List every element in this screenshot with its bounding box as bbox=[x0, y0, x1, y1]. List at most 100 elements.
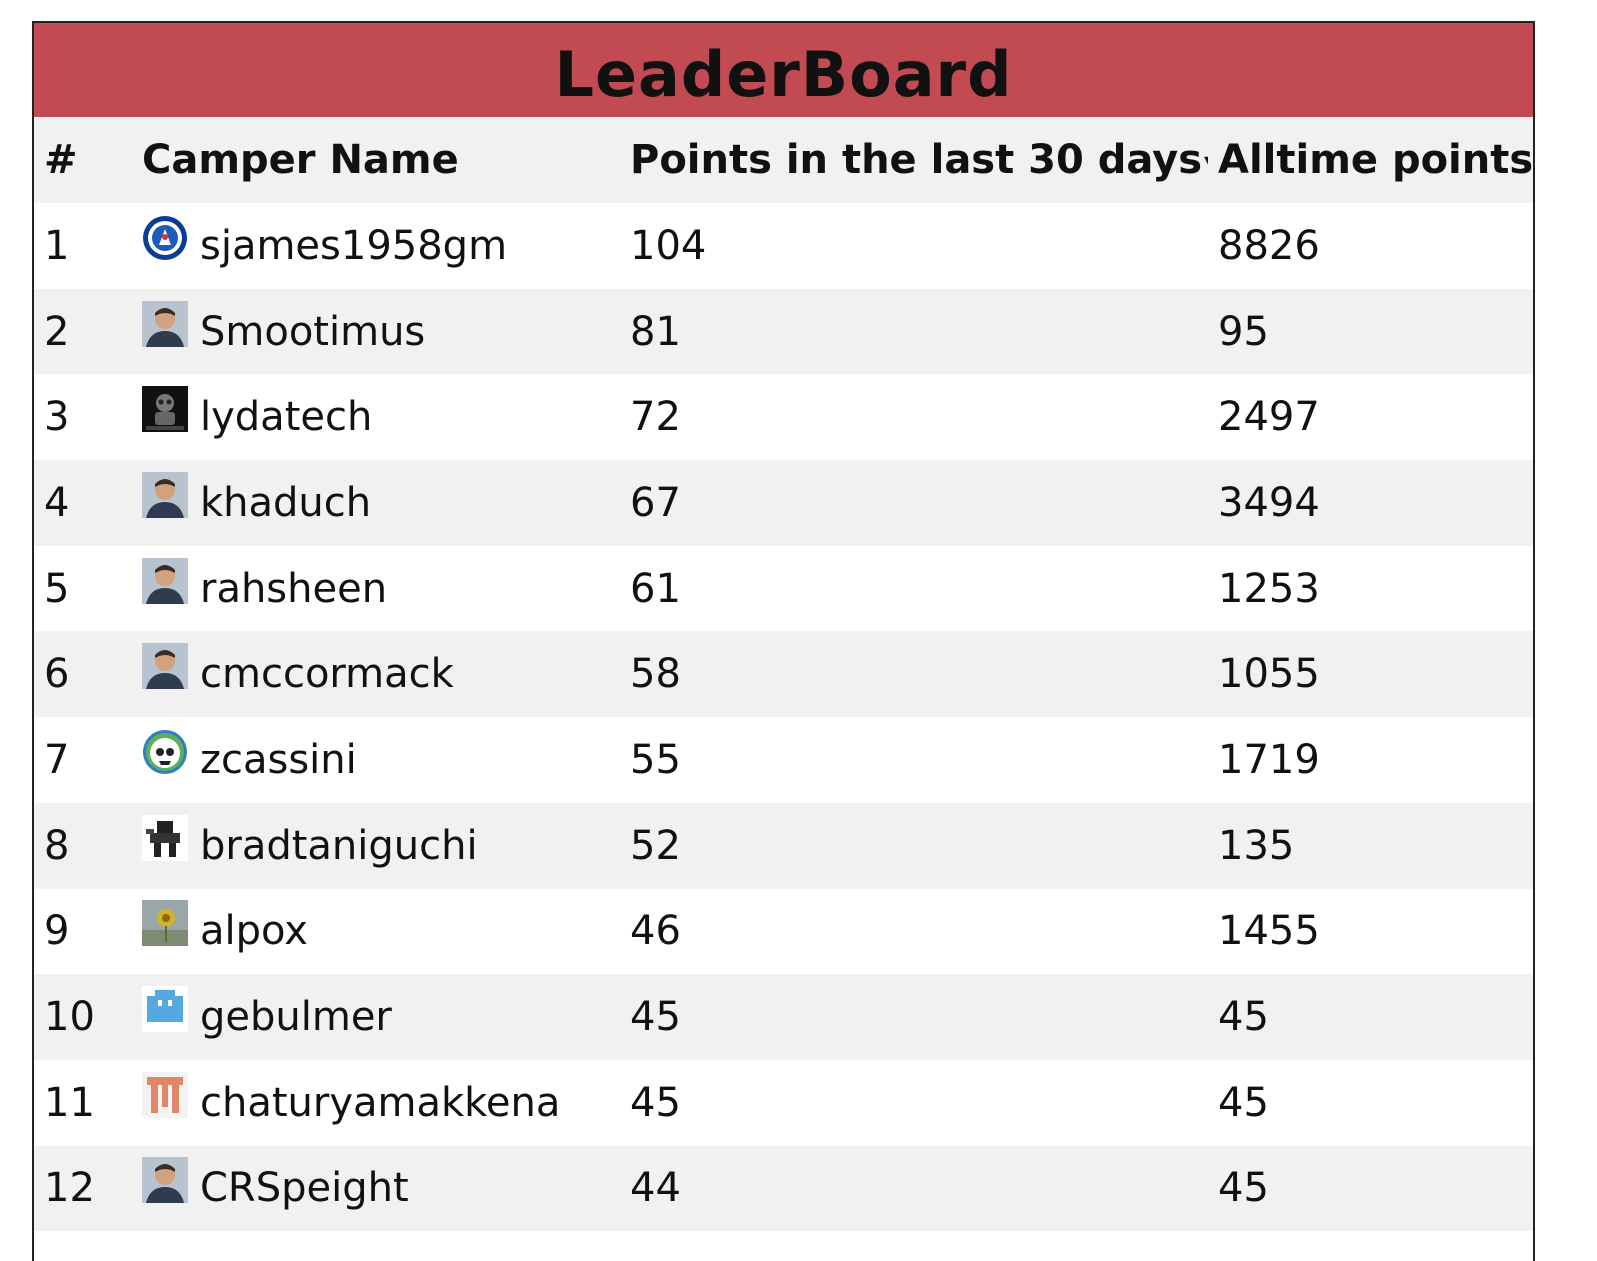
avatar bbox=[142, 1071, 188, 1118]
rank-cell: 12 bbox=[44, 1165, 95, 1212]
avatar bbox=[142, 300, 188, 347]
avatar bbox=[142, 643, 188, 690]
robot-photo-icon bbox=[142, 386, 188, 433]
recent-points-cell: 44 bbox=[630, 1165, 681, 1212]
camper-name-cell: sjames1958gm bbox=[132, 203, 620, 289]
camper-name-link[interactable]: bradtaniguchi bbox=[200, 822, 478, 869]
rank-column-header: # bbox=[44, 137, 78, 183]
camper-name-column-header: Camper Name bbox=[142, 137, 459, 183]
alltime-points-cell: 45 bbox=[1218, 1165, 1269, 1212]
avatar bbox=[142, 986, 188, 1033]
person-photo-icon bbox=[142, 471, 188, 518]
table-row: 9 alpox 46 1455 bbox=[34, 888, 1533, 975]
camper-name-link[interactable]: Smootimus bbox=[200, 308, 426, 355]
alltime-points-cell: 95 bbox=[1218, 308, 1269, 355]
recent-points-cell: 46 bbox=[630, 908, 681, 955]
flower-photo-icon bbox=[142, 900, 188, 947]
avatar bbox=[142, 471, 188, 518]
rank-cell: 7 bbox=[44, 736, 70, 783]
camper-name-link[interactable]: alpox bbox=[200, 908, 308, 955]
table-row: 3 lydatech 72 2497 bbox=[34, 374, 1533, 461]
recent-points-cell: 61 bbox=[630, 565, 681, 612]
alltime-points-cell: 1253 bbox=[1218, 565, 1320, 612]
table-row: 2 Smootimus 81 95 bbox=[34, 288, 1533, 375]
table-row: 4 khaduch 67 3494 bbox=[34, 460, 1533, 546]
alltime-points-cell: 45 bbox=[1218, 1079, 1269, 1126]
alltime-points-cell: 135 bbox=[1218, 822, 1295, 869]
camper-name-link[interactable]: lydatech bbox=[200, 394, 373, 441]
avatar bbox=[142, 814, 188, 861]
table-row: 1 sjames1958gm 104 8826 bbox=[34, 203, 1533, 289]
table-row: 6 cmccormack 58 1055 bbox=[34, 631, 1533, 718]
chelsea-crest-icon bbox=[143, 215, 187, 260]
leaderboard-rows: 1 sjames1958gm 104 8826 2 Smootimus 81 9… bbox=[34, 203, 1533, 1232]
camper-name-link[interactable]: cmccormack bbox=[200, 651, 454, 698]
camper-name-link[interactable]: gebulmer bbox=[200, 994, 392, 1041]
rank-cell: 4 bbox=[44, 479, 70, 526]
camper-name-link[interactable]: zcassini bbox=[200, 736, 357, 783]
camper-name-cell: cmccormack bbox=[132, 631, 620, 717]
recent-points-column-header[interactable]: Points in the last 30 days▾ bbox=[620, 117, 1208, 203]
rank-cell: 5 bbox=[44, 565, 70, 612]
identicon-icon bbox=[142, 986, 188, 1033]
table-row: 10 gebulmer 45 45 bbox=[34, 974, 1533, 1060]
rank-cell: 2 bbox=[44, 308, 70, 355]
rank-cell: 3 bbox=[44, 394, 70, 441]
person-photo-icon bbox=[142, 300, 188, 347]
avatar bbox=[142, 386, 188, 433]
rank-cell: 10 bbox=[44, 994, 95, 1041]
camper-name-cell: rahsheen bbox=[132, 546, 620, 632]
recent-points-cell: 104 bbox=[630, 222, 707, 269]
camper-name-cell: alpox bbox=[132, 889, 620, 975]
camper-name-link[interactable]: CRSpeight bbox=[200, 1165, 409, 1212]
person-photo-icon bbox=[142, 643, 188, 690]
recent-points-cell: 45 bbox=[630, 1079, 681, 1126]
camper-name-link[interactable]: chaturyamakkena bbox=[200, 1079, 561, 1126]
avatar bbox=[142, 900, 188, 947]
avatar bbox=[142, 729, 188, 775]
recent-points-cell: 67 bbox=[630, 479, 681, 526]
alltime-points-column-header[interactable]: Alltime points bbox=[1218, 137, 1533, 183]
camper-name-cell: gebulmer bbox=[132, 974, 620, 1060]
camper-name-cell: bradtaniguchi bbox=[132, 803, 620, 889]
camper-name-cell: zcassini bbox=[132, 717, 620, 803]
alltime-points-cell: 45 bbox=[1218, 994, 1269, 1041]
recent-points-cell: 58 bbox=[630, 651, 681, 698]
camper-name-cell: khaduch bbox=[132, 460, 620, 546]
table-header-row: # Camper Name Points in the last 30 days… bbox=[34, 117, 1533, 203]
alltime-points-cell: 1455 bbox=[1218, 908, 1320, 955]
avatar bbox=[142, 215, 188, 261]
table-row: 7 zcassini 55 1719 bbox=[34, 717, 1533, 803]
table-row: 12 CRSpeight 44 45 bbox=[34, 1145, 1533, 1232]
recent-points-cell: 72 bbox=[630, 394, 681, 441]
leaderboard-panel: LeaderBoard # Camper Name Points in the … bbox=[32, 21, 1535, 1261]
camper-name-link[interactable]: khaduch bbox=[200, 479, 372, 526]
rank-cell: 9 bbox=[44, 908, 70, 955]
recent-points-cell: 52 bbox=[630, 822, 681, 869]
camper-name-cell: Smootimus bbox=[132, 289, 620, 375]
camper-name-link[interactable]: rahsheen bbox=[200, 565, 388, 612]
rank-cell: 8 bbox=[44, 822, 70, 869]
recent-points-cell: 81 bbox=[630, 308, 681, 355]
leaderboard-table: # Camper Name Points in the last 30 days… bbox=[34, 117, 1533, 1232]
alltime-points-cell: 1055 bbox=[1218, 651, 1320, 698]
alltime-points-cell: 3494 bbox=[1218, 479, 1320, 526]
rank-cell: 1 bbox=[44, 222, 70, 269]
alltime-points-cell: 8826 bbox=[1218, 222, 1320, 269]
camper-name-cell: chaturyamakkena bbox=[132, 1060, 620, 1146]
camper-name-link[interactable]: sjames1958gm bbox=[200, 222, 508, 269]
recent-points-cell: 55 bbox=[630, 736, 681, 783]
camper-name-cell: lydatech bbox=[132, 374, 620, 460]
avatar bbox=[142, 557, 188, 604]
table-row: 11 chaturyamakkena 45 45 bbox=[34, 1059, 1533, 1146]
camper-name-cell: CRSpeight bbox=[132, 1146, 620, 1232]
page-title: LeaderBoard bbox=[554, 38, 1013, 111]
recent-points-cell: 45 bbox=[630, 994, 681, 1041]
sort-down-icon: ▾ bbox=[1204, 147, 1208, 177]
alltime-points-cell: 2497 bbox=[1218, 394, 1320, 441]
table-row: 5 rahsheen 61 1253 bbox=[34, 545, 1533, 632]
table-row: 8 bradtaniguchi 52 135 bbox=[34, 802, 1533, 889]
rank-cell: 11 bbox=[44, 1079, 95, 1126]
person-photo-icon bbox=[142, 1157, 188, 1204]
title-bar: LeaderBoard bbox=[34, 23, 1533, 117]
